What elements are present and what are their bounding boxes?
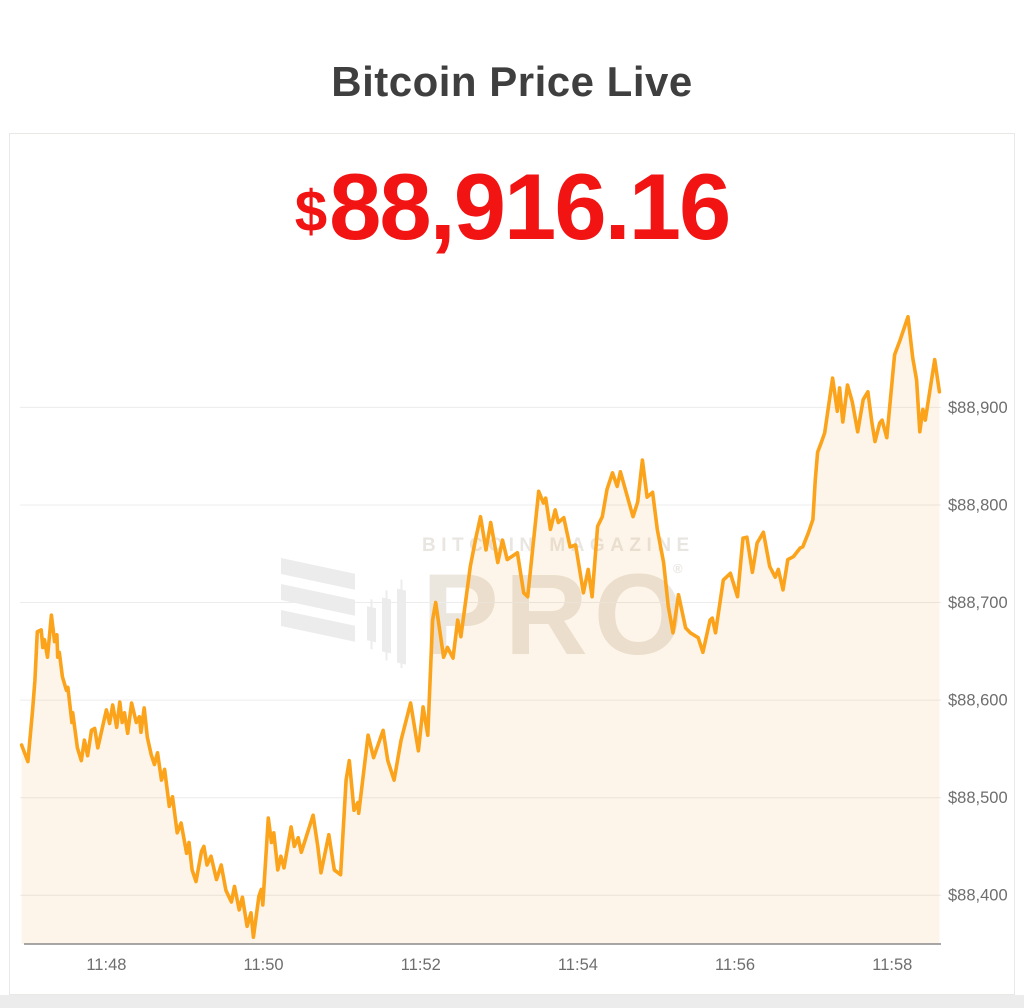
footer-strip — [0, 995, 1024, 1008]
x-tick-label: 11:54 — [558, 956, 598, 974]
x-tick-label: 11:50 — [244, 956, 284, 974]
x-tick-label: 11:56 — [715, 956, 755, 974]
price-chart: $88,400 $88,500 $88,600 $88,700 $88,800 $88,9… — [19, 314, 1008, 974]
price-line — [19, 314, 942, 939]
x-tick-label: 11:52 — [401, 956, 441, 974]
x-tick-label: 11:48 — [86, 956, 126, 974]
page-title: Bitcoin Price Live — [331, 58, 693, 106]
y-tick-label: $88,800 — [948, 497, 1008, 515]
area-fill — [21, 316, 940, 944]
currency-symbol: $ — [294, 179, 328, 245]
y-tick-label: $88,500 — [948, 789, 1008, 807]
y-tick-label: $88,900 — [948, 399, 1008, 417]
price-value: 88,916.16 — [329, 154, 731, 259]
live-price: $88,916.16 — [10, 160, 1014, 254]
chart-card: $88,916.16 BITCOIN MAGAZINE ® PRO $88,40… — [9, 133, 1015, 995]
x-tick-label: 11:58 — [872, 956, 912, 974]
y-tick-label: $88,400 — [948, 887, 1008, 905]
y-tick-label: $88,600 — [948, 692, 1008, 710]
y-tick-label: $88,700 — [948, 594, 1008, 612]
